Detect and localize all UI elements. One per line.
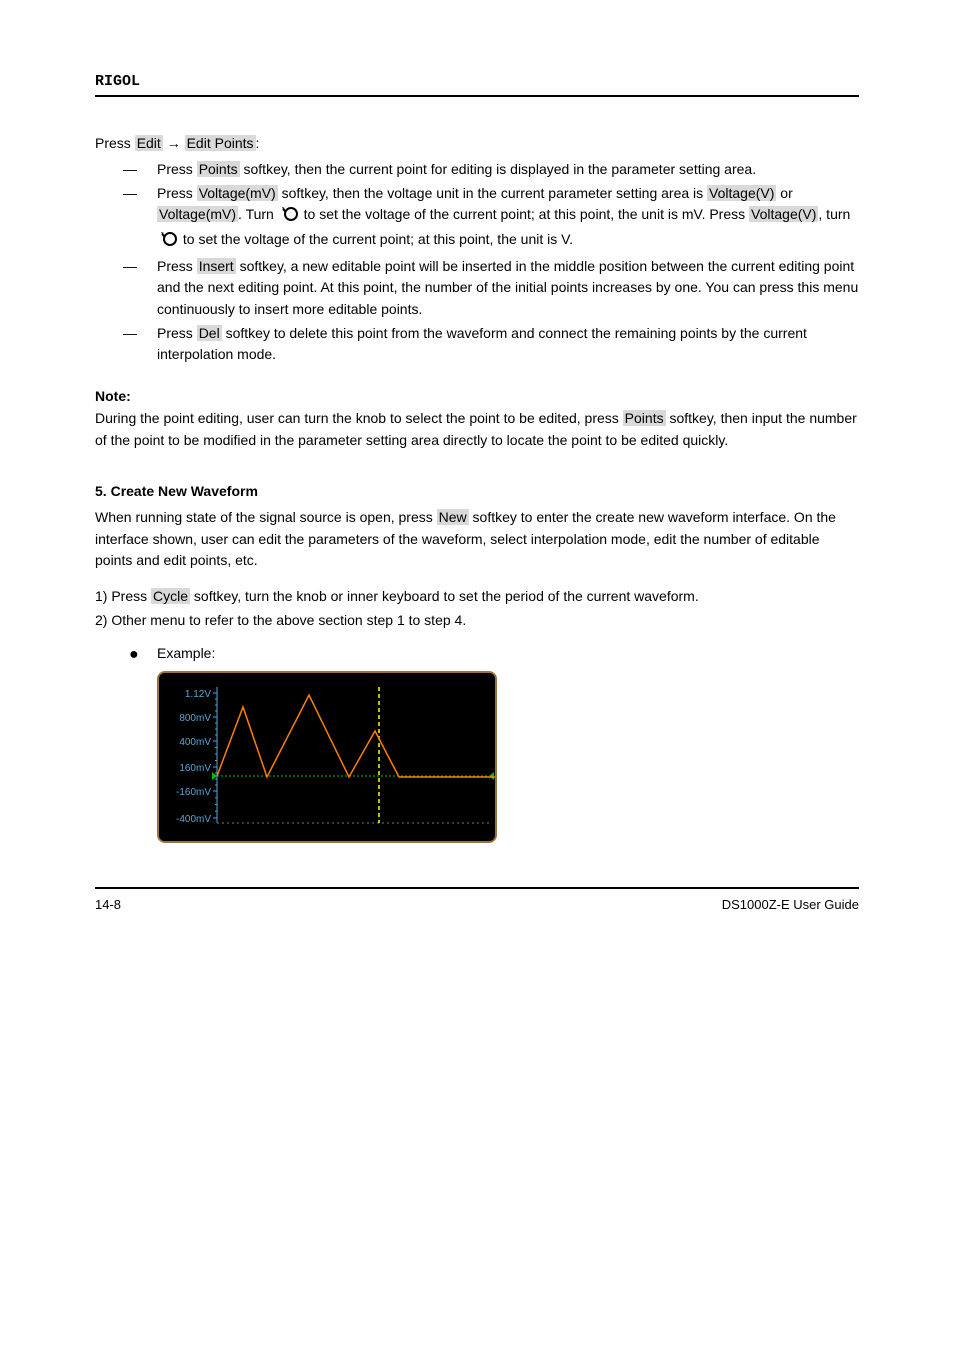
dash-icon: ― [123, 256, 137, 278]
press-line: Press Edit → Edit Points: [95, 133, 859, 155]
svg-text:1.12V: 1.12V [185, 689, 211, 700]
bullet-icon: ● [129, 643, 139, 668]
insert-button-ref: Insert [197, 258, 236, 274]
voltage-mv-option: Voltage(mV) [157, 206, 238, 222]
example-bullet: ● Example: [123, 643, 859, 665]
cycle-button-ref: Cycle [151, 588, 190, 604]
item-voltage: ― Press Voltage(mV) softkey, then the vo… [123, 183, 859, 254]
page-footer: 14-8 DS1000Z-E User Guide [95, 887, 859, 915]
create-step-2: 2) Other menu to refer to the above sect… [95, 610, 859, 632]
svg-text:160mV: 160mV [179, 763, 211, 774]
create-steps: 1) Press Cycle softkey, turn the knob or… [95, 586, 859, 631]
new-button-ref: New [437, 509, 469, 525]
section-paragraph: When running state of the signal source … [95, 507, 859, 572]
voltage-mv-button-ref: Voltage(mV) [197, 185, 278, 201]
dash-icon: ― [123, 183, 137, 205]
svg-text:-400mV: -400mV [176, 814, 211, 825]
item-insert: ― Press Insert softkey, a new editable p… [123, 256, 859, 321]
knob-icon [280, 206, 298, 229]
item-points: ― Press Points softkey, then the current… [123, 159, 859, 181]
svg-text:-160mV: -160mV [176, 787, 211, 798]
svg-text:800mV: 800mV [179, 713, 211, 724]
sub-list: ― Press Points softkey, then the current… [123, 159, 859, 366]
dash-icon: ― [123, 159, 137, 181]
note-body: During the point editing, user can turn … [95, 408, 859, 451]
footer-right: DS1000Z-E User Guide [722, 895, 859, 915]
section-title: Create New Waveform [111, 483, 258, 499]
points-button-ref2: Points [623, 410, 666, 426]
waveform-editor-screenshot: 1.12V 800mV 400mV 160mV -160mV -400mV [157, 671, 497, 843]
knob-icon [159, 231, 177, 254]
section-5: 5. Create New Waveform [95, 481, 859, 503]
example-label: Example: [157, 645, 215, 661]
arrow-icon: → [167, 135, 181, 151]
dash-icon: ― [123, 323, 137, 345]
page-header: RIGOL [95, 70, 859, 97]
brand-label: RIGOL [95, 73, 140, 90]
edit-points-button-ref: Edit Points [185, 135, 256, 151]
del-button-ref: Del [197, 325, 222, 341]
create-step-1: 1) Press Cycle softkey, turn the knob or… [95, 586, 859, 608]
edit-button-ref: Edit [135, 135, 163, 151]
svg-text:400mV: 400mV [179, 737, 211, 748]
item-delete: ― Press Del softkey to delete this point… [123, 323, 859, 366]
voltage-v-button-ref: Voltage(V) [749, 206, 818, 222]
page-number: 14-8 [95, 895, 121, 915]
points-button-ref: Points [197, 161, 240, 177]
voltage-v-option: Voltage(V) [707, 185, 776, 201]
note-heading: Note: [95, 386, 859, 408]
